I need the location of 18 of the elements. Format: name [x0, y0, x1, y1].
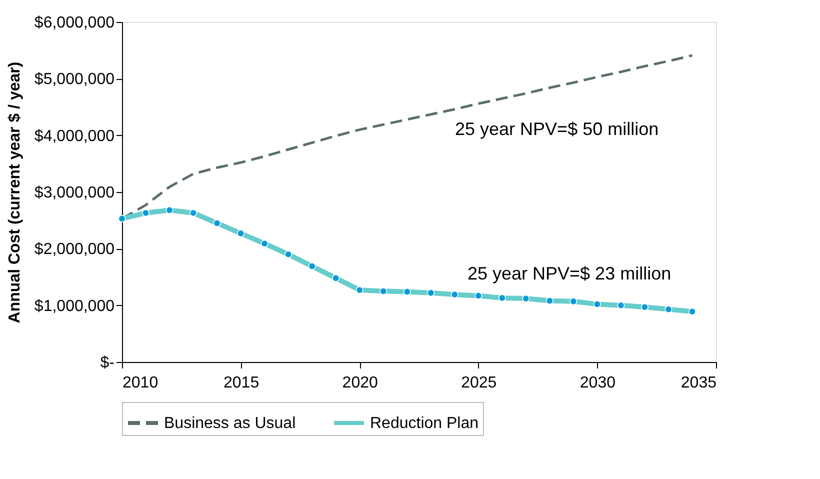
y-tick-label: $- — [100, 354, 114, 372]
x-tick-label: 2025 — [461, 374, 497, 392]
x-tick-label: 2020 — [342, 374, 378, 392]
y-tick-label: $6,000,000 — [34, 14, 115, 32]
x-tick-label: 2035 — [680, 374, 717, 392]
y-axis-title: Annual Cost (current year $ / year) — [6, 62, 24, 324]
y-tick-label: $1,000,000 — [34, 298, 115, 315]
y-tick-label: $2,000,000 — [34, 241, 115, 258]
x-tick-label: 2030 — [580, 374, 616, 392]
x-tick-label: 2010 — [122, 374, 158, 392]
annotation: 25 year NPV=$ 50 million — [455, 118, 659, 139]
y-tick-label: $4,000,000 — [34, 128, 115, 145]
y-tick-label: $5,000,000 — [34, 71, 115, 88]
y-tick-label: $3,000,000 — [34, 184, 115, 202]
legend-label: Business as Usual — [164, 415, 296, 432]
legend-label: Reduction Plan — [370, 415, 479, 432]
x-tick-label: 2015 — [224, 374, 260, 392]
annotation: 25 year NPV=$ 23 million — [467, 264, 672, 284]
